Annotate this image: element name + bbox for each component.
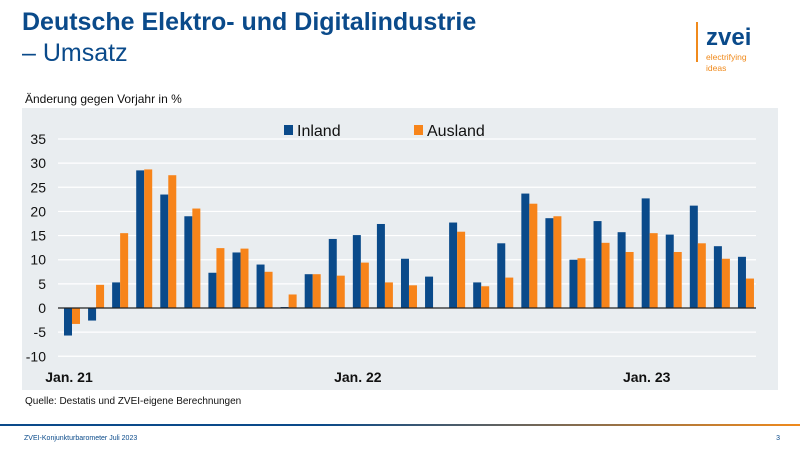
bar-inland [256,264,265,308]
source-note: Quelle: Destatis und ZVEI-eigene Berechn… [25,396,242,407]
bar-inland [352,235,361,308]
bar-ausland [721,258,730,308]
bar-inland [328,238,337,308]
page-number: 3 [776,435,780,442]
y-tick-label: 0 [38,300,46,316]
bar-ausland [457,231,466,308]
bar-ausland [72,308,80,324]
bar-ausland [240,248,249,308]
bar-inland [713,246,722,308]
slide-title: Deutsche Elektro- und Digitalindustrie –… [22,7,476,69]
bar-ausland [168,175,177,308]
y-tick-label: 35 [30,131,46,147]
logo-accent [696,22,698,62]
y-tick-label: -5 [34,324,47,340]
bar-ausland [144,169,153,308]
legend-label: Inland [297,123,341,140]
bar-inland [400,258,409,308]
bar-ausland [673,251,682,308]
footer-divider [0,424,800,426]
bar-ausland [625,251,634,308]
x-tick-label: Jan. 22 [334,369,382,385]
bar-ausland [601,242,610,308]
y-tick-label: 20 [30,203,46,219]
zvei-logo: zvei electrifying ideas [706,24,751,74]
legend-label: Ausland [427,123,485,140]
bar-ausland [96,284,105,308]
bar-inland [593,221,602,308]
bar-inland [376,223,385,308]
bar-inland [545,218,554,308]
title-line-2: – Umsatz [22,39,128,67]
bar-ausland [312,274,321,308]
x-tick-label: Jan. 23 [623,369,671,385]
bar-inland [232,252,241,308]
bar-ausland [288,294,297,308]
bar-ausland [577,258,586,308]
bar-inland [425,276,434,308]
bar-inland [184,216,193,308]
bar-inland [449,222,458,308]
bar-inland [304,274,313,308]
bar-inland [617,232,626,308]
bar-ausland [216,248,225,308]
y-tick-label: 15 [30,228,46,244]
y-axis-label: Änderung gegen Vorjahr in % [25,92,182,106]
y-tick-label: 10 [30,252,46,268]
bar-inland [208,272,217,308]
y-tick-label: 5 [38,276,46,292]
title-line-1: Deutsche Elektro- und Digitalindustrie [22,8,477,36]
bar-inland [689,205,698,308]
bar-inland [88,308,97,321]
logo-tagline-2: ideas [706,63,727,73]
bar-ausland [264,271,273,308]
y-tick-label: 30 [30,155,46,171]
bar-ausland [120,233,129,308]
bar-ausland [649,233,658,308]
x-tick-label: Jan. 21 [45,369,93,385]
bar-inland [497,243,506,308]
bar-ausland [481,286,490,308]
bar-ausland [553,216,562,308]
bar-ausland [697,243,706,308]
bar-inland [160,194,169,308]
y-tick-label: 25 [30,179,46,195]
logo-tagline-1: electrifying [706,52,747,62]
bar-inland [521,193,530,308]
bar-inland [112,282,121,308]
bar-inland [136,170,145,308]
bar-ausland [384,282,393,308]
bar-inland [665,234,674,308]
bar-inland [569,259,578,308]
bar-ausland [360,262,369,308]
logo-name: zvei [706,24,752,51]
legend-swatch-ausland [414,125,423,135]
bar-ausland [408,285,417,308]
bar-ausland [529,203,538,308]
bar-inland [64,308,72,336]
footer-doc: ZVEI-Konjunkturbarometer Juli 2023 [24,435,138,442]
bar-ausland [505,277,514,308]
bar-ausland [336,275,345,308]
bar-ausland [192,208,201,308]
bar-inland [737,256,746,308]
bar-inland [641,198,650,308]
y-tick-label: -10 [26,348,46,364]
legend-swatch-inland [284,125,293,135]
bar-ausland [745,278,754,308]
bar-inland [473,282,482,308]
